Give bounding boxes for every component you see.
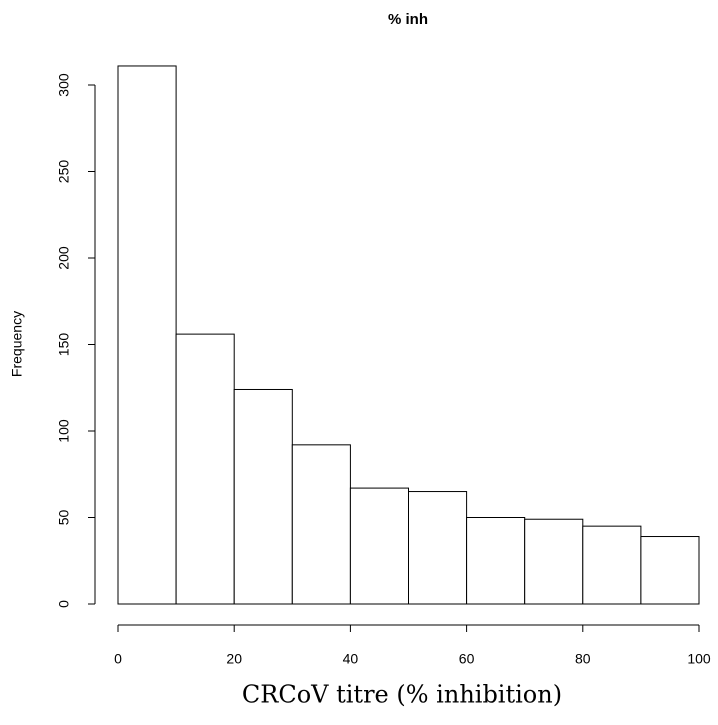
bar xyxy=(233,388,293,605)
chart-title: % inh xyxy=(388,11,428,28)
x-tick-label: 100 xyxy=(687,651,711,667)
y-tick-label: 150 xyxy=(56,333,72,357)
y-tick-label: 300 xyxy=(56,73,72,97)
x-tick-label: 80 xyxy=(575,651,591,667)
bar xyxy=(408,491,468,605)
bar xyxy=(524,518,584,605)
y-tick-label: 250 xyxy=(56,160,72,184)
x-axis-label: CRCoV titre (% inhibition) xyxy=(242,681,562,709)
y-tick-label: 0 xyxy=(56,600,72,608)
x-tick-label: 0 xyxy=(114,651,122,667)
y-tick-label: 100 xyxy=(56,419,72,443)
x-tick-label: 20 xyxy=(226,651,242,667)
x-tick-label: 60 xyxy=(459,651,475,667)
bar xyxy=(117,65,177,605)
bar xyxy=(582,525,642,605)
bar xyxy=(349,487,409,605)
bar xyxy=(640,536,700,605)
x-tick-label: 40 xyxy=(343,651,359,667)
y-tick-label: 200 xyxy=(56,246,72,270)
y-tick-label: 50 xyxy=(56,510,72,526)
bar xyxy=(175,333,235,605)
bar xyxy=(466,517,526,605)
bar xyxy=(291,444,351,605)
y-axis-label: Frequency xyxy=(9,311,25,377)
